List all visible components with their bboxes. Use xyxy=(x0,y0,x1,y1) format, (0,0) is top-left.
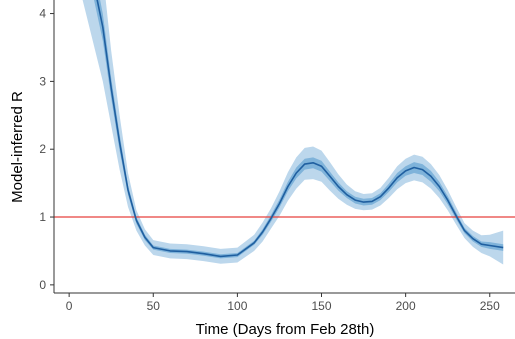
x-tick-label: 250 xyxy=(480,299,500,313)
series-line-r xyxy=(96,0,504,258)
plot-area xyxy=(54,0,515,265)
x-tick-label: 0 xyxy=(66,299,73,313)
outer-confidence-band xyxy=(82,0,504,265)
y-tick-label: 0 xyxy=(39,278,46,292)
series-group xyxy=(96,0,504,258)
y-tick-label: 1 xyxy=(39,210,46,224)
y-axis-title: Model-inferred R xyxy=(9,91,26,203)
x-axis-title: Time (Days from Feb 28th) xyxy=(196,321,375,338)
x-tick-label: 100 xyxy=(227,299,247,313)
y-tick-label: 3 xyxy=(39,74,46,88)
x-axis: 0 50 100 150 200 250 xyxy=(54,292,515,313)
x-tick-label: 50 xyxy=(147,299,161,313)
y-tick-label: 2 xyxy=(39,142,46,156)
confidence-bands xyxy=(82,0,504,265)
y-axis: 0 1 2 3 4 xyxy=(39,0,55,293)
y-tick-label: 4 xyxy=(39,7,46,21)
x-tick-label: 150 xyxy=(311,299,331,313)
x-tick-label: 200 xyxy=(396,299,416,313)
